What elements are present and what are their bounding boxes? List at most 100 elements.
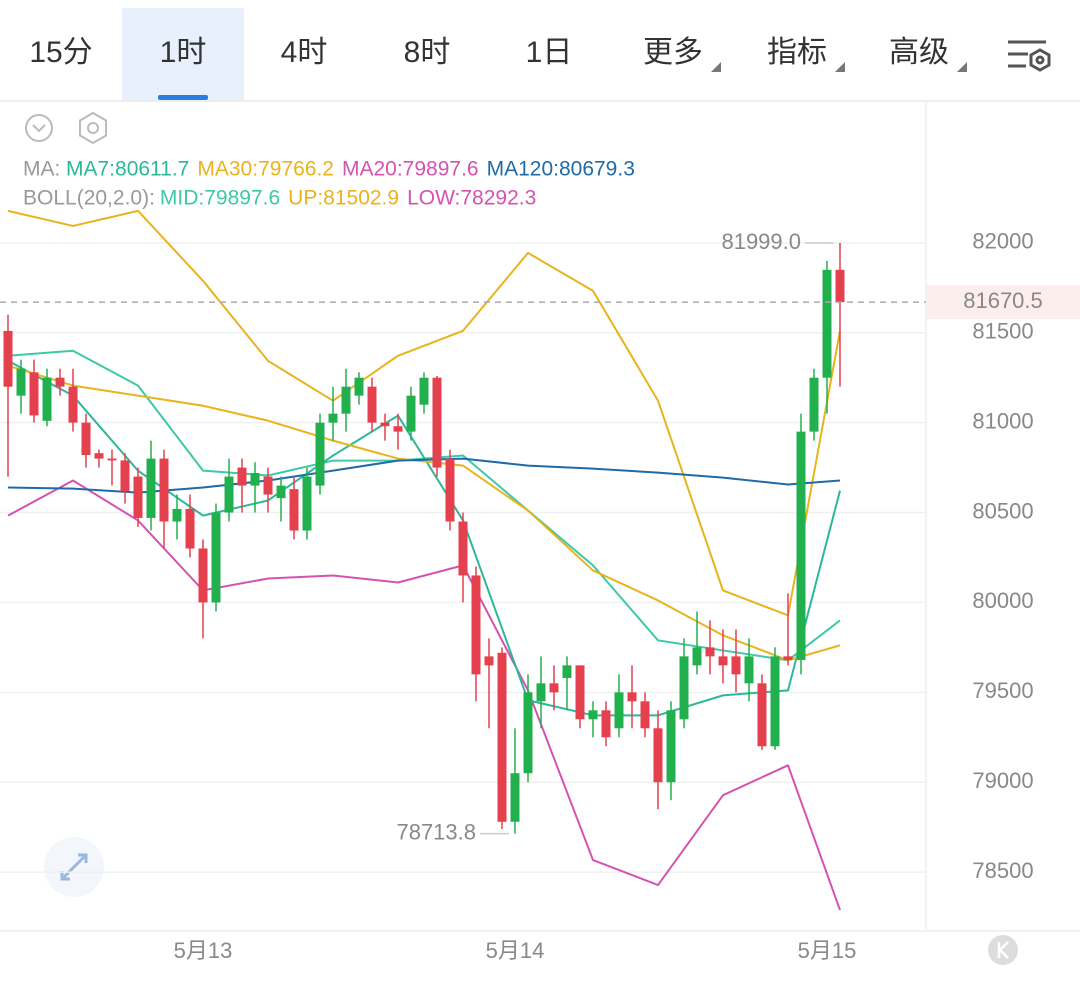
candle-body [172,508,182,522]
candle-body [796,431,806,660]
selected-tab-underline [158,95,208,100]
candle-body [133,476,143,518]
candle-body [68,386,78,423]
candle-body [185,508,195,549]
candle-body [419,377,429,405]
y-tick-label: 79500 [972,678,1033,703]
candle-body [614,692,624,729]
candle-body [367,386,377,423]
candle-body [29,372,39,416]
candle-body [81,422,91,456]
timeframe-tab[interactable]: 15分 [29,36,92,69]
menu-tab[interactable]: 高级 [889,36,949,69]
candle-body [315,422,325,486]
fullscreen-icon[interactable] [44,837,104,897]
candle-body [536,683,546,702]
boll-label: BOLL(20,2.0): [23,187,155,210]
candle-body [432,377,442,468]
candle-body [549,683,559,693]
candle-body [354,377,364,396]
candle-body [107,458,117,461]
ma-legend-entry: MA20:79897.6 [342,158,479,181]
x-tick-label: 5月14 [486,938,545,963]
candle-body [159,458,169,522]
candle-body [302,476,312,531]
candle-body [393,426,403,432]
candle-body [757,683,767,747]
candle-body [471,575,481,675]
last-price-label: 81670.5 [963,288,1043,313]
dropdown-caret [957,62,967,72]
candle-body [497,652,507,822]
candle-body [445,458,455,522]
timeframe-tab[interactable]: 8时 [404,36,451,69]
timeframe-tab[interactable]: 1时 [160,36,207,69]
candle-body [770,656,780,747]
candle-body [146,458,156,518]
candle-body [224,476,234,513]
menu-tab[interactable]: 指标 [767,36,827,69]
boll-legend-entry: MID:79897.6 [160,187,280,210]
candle-body [718,656,728,666]
candle-body [263,476,273,495]
candle-body [120,460,130,491]
menu-tab[interactable]: 更多 [643,36,703,69]
candle-body [588,710,598,720]
indicator-line [7,364,841,662]
y-tick-label: 78500 [972,858,1033,883]
indicator-settings-icon[interactable] [79,111,107,145]
y-tick-label: 81500 [972,319,1033,344]
candle-body [666,710,676,783]
candle-body [211,512,221,603]
candle-body [458,521,468,576]
candle-body [692,647,702,666]
indicator-line [7,209,841,617]
selected-tab-background [122,8,244,100]
candle-body [42,377,52,421]
candle-body [744,656,754,684]
candle-body [627,692,637,702]
y-tick-label: 80000 [972,588,1033,613]
collapse-icon[interactable] [25,114,53,142]
candle-body [575,665,585,720]
candle-body [809,377,819,432]
candle-body [55,377,65,387]
plot [0,209,926,911]
candle-body [198,548,208,603]
candle-body [328,413,338,423]
candle-body [3,330,13,387]
y-tick-label: 79000 [972,768,1033,793]
k-icon[interactable] [988,935,1018,965]
ma-legend-entry: MA120:80679.3 [487,158,635,181]
boll-legend-entry: LOW:78292.3 [407,187,536,210]
timeframe-tab[interactable]: 1日 [526,36,573,69]
ma-legend-entry: MA30:79766.2 [197,158,334,181]
dropdown-caret [835,62,845,72]
timeframe-tab[interactable]: 4时 [281,36,328,69]
y-tick-label: 82000 [972,229,1033,254]
candle-body [16,368,26,396]
candle-body [406,395,416,432]
candle-body [341,386,351,414]
x-tick-label: 5月15 [798,938,857,963]
candle-body [640,701,650,729]
candle-body [523,692,533,774]
candle-body [484,656,494,666]
candle-body [705,647,715,657]
y-tick-label: 80500 [972,498,1033,523]
x-tick-label: 5月13 [174,938,233,963]
candle-body [94,453,104,459]
low-label: 78713.8 [396,819,476,844]
candle-body [237,467,247,486]
settings-icon[interactable] [1008,40,1051,72]
dropdown-caret [711,62,721,72]
candle-body [289,489,299,531]
boll-legend-entry: UP:81502.9 [288,187,399,210]
candle-body [510,773,520,822]
candle-body [822,269,832,378]
candle-body [380,422,390,427]
candle-body [562,665,572,678]
candle-body [276,485,286,499]
candle-body [653,728,663,783]
